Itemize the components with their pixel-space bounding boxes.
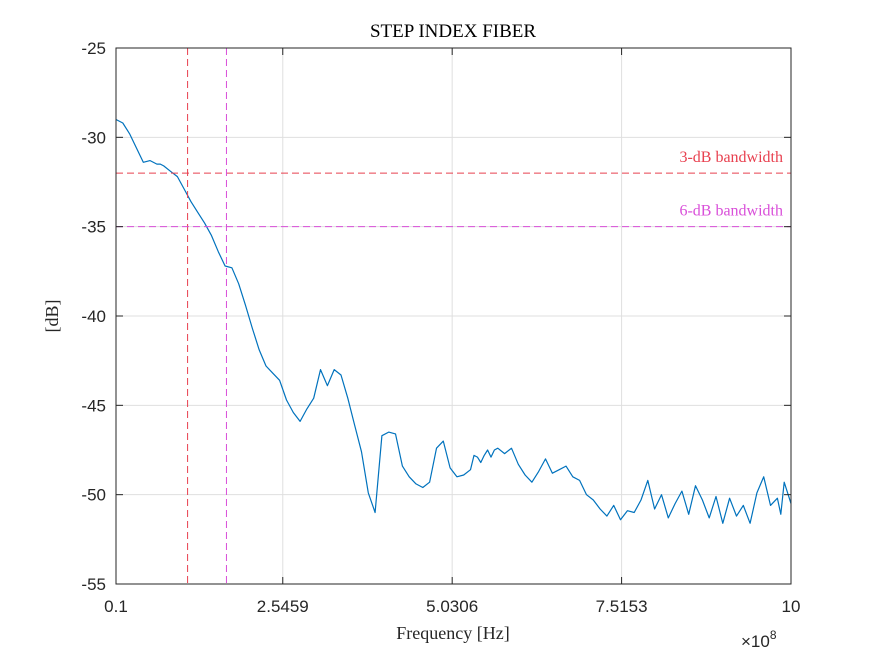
- y-tick-label: -35: [81, 218, 106, 237]
- x-exponent-base: ×10: [741, 632, 770, 651]
- series-layer: [115, 118, 792, 524]
- y-tick-label: -40: [81, 307, 106, 326]
- x-tick-label: 7.5153: [596, 597, 648, 616]
- y-axis-label: [dB]: [42, 300, 62, 333]
- x-axis-label: Frequency [Hz]: [396, 623, 509, 643]
- y-tick-label: -30: [81, 128, 106, 147]
- y-tick-label: -45: [81, 396, 106, 415]
- chart-title: STEP INDEX FIBER: [370, 21, 536, 42]
- y-tick-label: -55: [81, 575, 106, 594]
- y-tick-label: -25: [81, 39, 106, 58]
- x-tick-label: 0.1: [104, 597, 128, 616]
- x-tick-label: 10: [782, 597, 801, 616]
- bandwidth-3db-label: 3-dB bandwidth: [679, 149, 783, 166]
- annotation-layer: 3-dB bandwidth 6-dB bandwidth: [116, 48, 791, 584]
- x-exponent-power: 8: [770, 628, 777, 642]
- y-tick-label: -50: [81, 486, 106, 505]
- x-exponent-label: ×108: [741, 628, 777, 651]
- bandwidth-6db-label: 6-dB bandwidth: [679, 203, 783, 220]
- x-tick-label: 2.5459: [257, 597, 309, 616]
- x-tick-label: 5.0306: [426, 597, 478, 616]
- series-line: [115, 118, 792, 524]
- tick-layer: 0.1 2.5459 5.0306 7.5153 10 -55 -50 -45 -40 -35 -3…: [81, 39, 800, 616]
